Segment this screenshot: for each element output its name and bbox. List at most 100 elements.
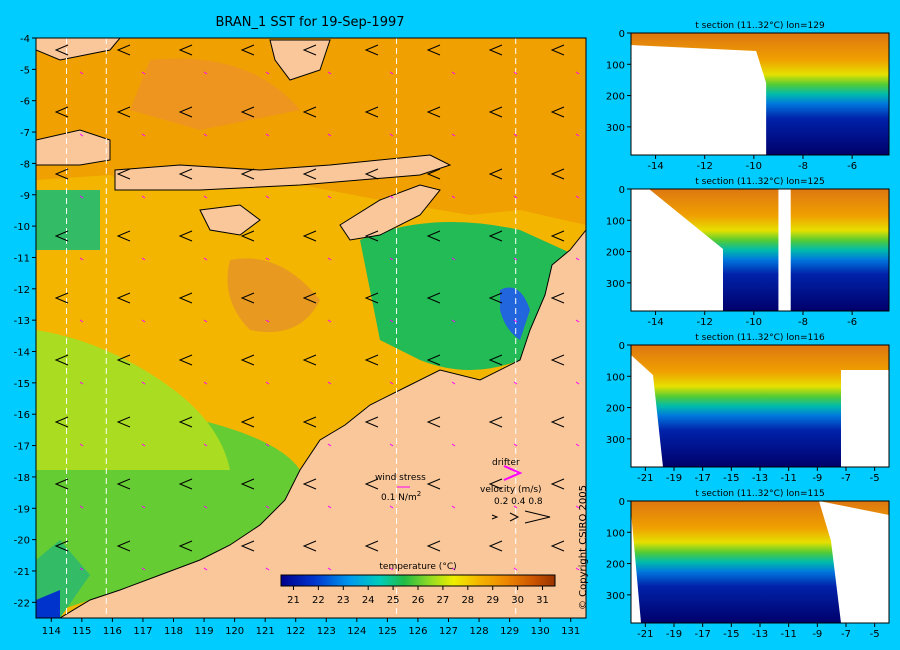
section-x-tick-label: -17 bbox=[694, 473, 710, 484]
section-title: t section (11..32°C) lon=116 bbox=[695, 333, 825, 343]
section-x-tick-label: -10 bbox=[746, 317, 762, 328]
wind-arrow bbox=[178, 292, 193, 304]
wind-arrow bbox=[240, 168, 255, 180]
wind-arrow bbox=[240, 540, 255, 552]
map-y-tick-label: -10 bbox=[14, 222, 30, 233]
wind-arrow bbox=[550, 354, 565, 366]
drifter-icon bbox=[503, 465, 523, 481]
section-y-tick-label: 100 bbox=[606, 60, 625, 71]
velocity-arrow bbox=[141, 505, 146, 509]
map-x-tick-label: 125 bbox=[378, 626, 397, 637]
map-title: BRAN_1 SST for 19-Sep-1997 bbox=[215, 15, 404, 30]
velocity-arrow bbox=[575, 195, 580, 199]
section-y-tick-label: 200 bbox=[606, 92, 625, 103]
velocity-arrow bbox=[575, 443, 580, 447]
velocity-arrow bbox=[203, 257, 208, 261]
velocity-arrow bbox=[389, 71, 394, 75]
section-x-tick-label: -6 bbox=[847, 161, 857, 172]
velocity-arrow bbox=[79, 505, 84, 509]
section-panel: t section (11..32°C) lon=125 -14 -12 -10 -8 -… bbox=[606, 177, 890, 328]
colorbar-tick-label: 28 bbox=[461, 595, 474, 606]
copyright: © Copyright CSIRO 2005 bbox=[578, 485, 589, 610]
wind-arrow bbox=[488, 168, 503, 180]
velocity-arrow bbox=[513, 443, 518, 447]
colorbar-label: temperature (°C) bbox=[379, 562, 456, 572]
section-title: t section (11..32°C) lon=129 bbox=[695, 21, 825, 31]
velocity-arrow bbox=[203, 505, 208, 509]
map-y-tick-label: -20 bbox=[14, 536, 30, 547]
velocity-arrow bbox=[265, 381, 270, 385]
australia-land bbox=[59, 229, 586, 618]
velocity-arrow bbox=[265, 567, 270, 571]
section-x-tick-label: -21 bbox=[637, 473, 653, 484]
map-x-tick-label: 128 bbox=[470, 626, 489, 637]
map-y-tick-label: -22 bbox=[14, 598, 30, 609]
wind-arrow bbox=[54, 168, 69, 180]
velocity-arrow bbox=[79, 257, 84, 261]
wind-arrow bbox=[178, 106, 193, 118]
section-land bbox=[631, 511, 641, 623]
map-y-tick-label: -8 bbox=[20, 159, 30, 170]
wind-arrow bbox=[178, 354, 193, 366]
wind-arrow bbox=[364, 168, 379, 180]
wind-arrow bbox=[364, 292, 379, 304]
section-y-tick-label: 0 bbox=[619, 497, 625, 508]
section-land bbox=[631, 45, 767, 155]
velocity-arrow bbox=[389, 505, 394, 509]
section-x-tick-label: -15 bbox=[723, 629, 739, 640]
velocity-arrow bbox=[265, 505, 270, 509]
velocity-arrow bbox=[141, 567, 146, 571]
wind-arrow bbox=[302, 168, 317, 180]
velocity-arrow bbox=[451, 505, 456, 509]
section-y-tick-label: 200 bbox=[606, 404, 625, 415]
wind-arrow bbox=[488, 478, 503, 490]
colorbar-tick-label: 26 bbox=[412, 595, 425, 606]
wind-arrow bbox=[364, 416, 379, 428]
section-y-tick-label: 0 bbox=[619, 185, 625, 196]
section-title: t section (11..32°C) lon=125 bbox=[695, 177, 824, 187]
wind-arrow bbox=[302, 478, 317, 490]
wind-arrow bbox=[240, 416, 255, 428]
map-x-tick-label: 118 bbox=[164, 626, 183, 637]
wind-arrow bbox=[54, 416, 69, 428]
velocity-arrow bbox=[265, 257, 270, 261]
map-x-tick-label: 131 bbox=[561, 626, 580, 637]
section-x-tick-label: -10 bbox=[746, 161, 762, 172]
velocity-arrow bbox=[451, 567, 456, 571]
wind-arrow bbox=[116, 354, 131, 366]
wind-arrow bbox=[240, 354, 255, 366]
velocity-arrow bbox=[141, 257, 146, 261]
map-y-tick-label: -7 bbox=[20, 128, 30, 139]
section-panel: t section (11..32°C) lon=116 -21 -19 -17 -15… bbox=[606, 333, 890, 484]
velocity-arrow bbox=[203, 71, 208, 75]
velocity-arrow bbox=[575, 319, 580, 323]
map-x-tick-label: 119 bbox=[195, 626, 214, 637]
velocity-arrow bbox=[79, 567, 84, 571]
map-x-tick-label: 130 bbox=[531, 626, 550, 637]
velocity-scale: 0.2 0.4 0.8 bbox=[494, 497, 543, 507]
wind-arrow bbox=[54, 230, 69, 242]
wind-arrow bbox=[54, 354, 69, 366]
wind-arrow bbox=[550, 478, 565, 490]
map-x-tick-label: 120 bbox=[225, 626, 244, 637]
section-frame bbox=[630, 188, 890, 312]
velocity-arrow bbox=[513, 195, 518, 199]
velocity-arrow bbox=[327, 319, 332, 323]
section-panel: t section (11..32°C) lon=115 -21 -19 -17 -15… bbox=[606, 489, 890, 640]
section-panel: t section (11..32°C) lon=129 -14 -12 -10 -8 -… bbox=[606, 21, 890, 172]
velocity-arrow bbox=[451, 381, 456, 385]
wind-arrow bbox=[426, 478, 441, 490]
sst-field bbox=[36, 38, 586, 618]
colorbar-tick-label: 27 bbox=[437, 595, 450, 606]
wind-arrow bbox=[54, 44, 69, 56]
section-x-tick-label: -6 bbox=[847, 317, 857, 328]
map-x-tick-label: 114 bbox=[42, 626, 61, 637]
section-x-tick-label: -17 bbox=[694, 629, 710, 640]
island-java bbox=[36, 129, 111, 166]
wind-arrow bbox=[178, 44, 193, 56]
velocity-arrow bbox=[575, 71, 580, 75]
velocity-arrow bbox=[513, 319, 518, 323]
map-x-tick-label: 116 bbox=[103, 626, 122, 637]
velocity-arrow bbox=[451, 71, 456, 75]
